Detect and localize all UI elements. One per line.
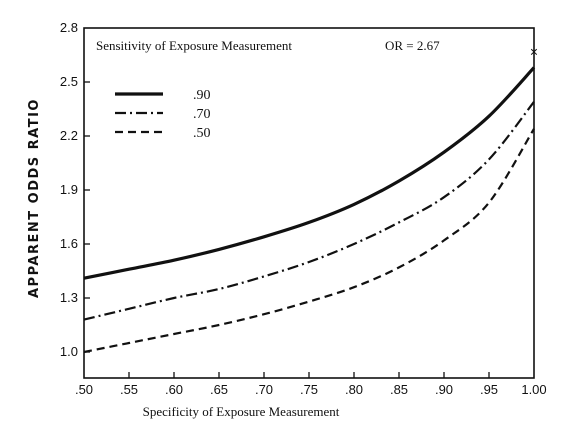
series-layer: [83, 66, 536, 354]
x-tick-label: .55: [120, 382, 138, 397]
y-tick-label: 2.5: [60, 74, 78, 89]
x-tick-label: .60: [165, 382, 183, 397]
series-line-0: [83, 66, 536, 280]
legend-label-0: .90: [193, 88, 211, 103]
or-annotation: OR = 2.67: [385, 38, 440, 53]
plot-frame: [83, 27, 535, 379]
x-tick-label: .75: [300, 382, 318, 397]
x-tick-label: 1.00: [521, 382, 546, 397]
y-tick-label: 2.8: [60, 20, 78, 35]
y-tick-label: 1.9: [60, 182, 78, 197]
x-axis-label: Specificity of Exposure Measurement: [143, 404, 340, 419]
legend-title: Sensitivity of Exposure Measurement: [96, 38, 292, 53]
x-axis-ticks: .50 .55 .60 .65 .70 .75 .80 .85 .90 .95 1.00: [75, 372, 547, 397]
y-axis-label: APPARENT ODDS RATIO: [27, 98, 42, 298]
y-tick-label: 2.2: [60, 128, 78, 143]
x-tick-label: .65: [210, 382, 228, 397]
legend: .90 .70 .50: [115, 88, 211, 141]
y-tick-label: 1.3: [60, 290, 78, 305]
legend-label-1: .70: [193, 107, 211, 122]
y-axis-ticks: 1.0 1.3 1.6 1.9 2.2 2.5 2.8: [60, 20, 90, 359]
y-tick-label: 1.0: [60, 344, 78, 359]
y-tick-label: 1.6: [60, 236, 78, 251]
series-line-1: [83, 101, 535, 321]
x-tick-label: .50: [75, 382, 93, 397]
x-tick-label: .70: [255, 382, 273, 397]
x-tick-label: .80: [345, 382, 363, 397]
legend-label-2: .50: [193, 126, 211, 141]
marker-point-x: ×: [530, 43, 538, 59]
x-tick-label: .95: [480, 382, 498, 397]
x-tick-label: .85: [390, 382, 408, 397]
x-tick-label: .90: [435, 382, 453, 397]
series-line-2: [83, 128, 535, 354]
